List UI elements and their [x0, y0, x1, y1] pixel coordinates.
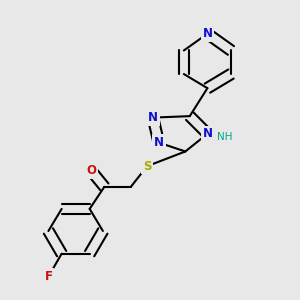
- Text: N: N: [202, 27, 212, 40]
- Text: N: N: [154, 136, 164, 149]
- Text: N: N: [148, 111, 158, 124]
- Text: S: S: [143, 160, 151, 173]
- Text: F: F: [44, 270, 52, 283]
- Text: O: O: [86, 164, 96, 177]
- Text: NH: NH: [217, 132, 233, 142]
- Text: N: N: [202, 127, 212, 140]
